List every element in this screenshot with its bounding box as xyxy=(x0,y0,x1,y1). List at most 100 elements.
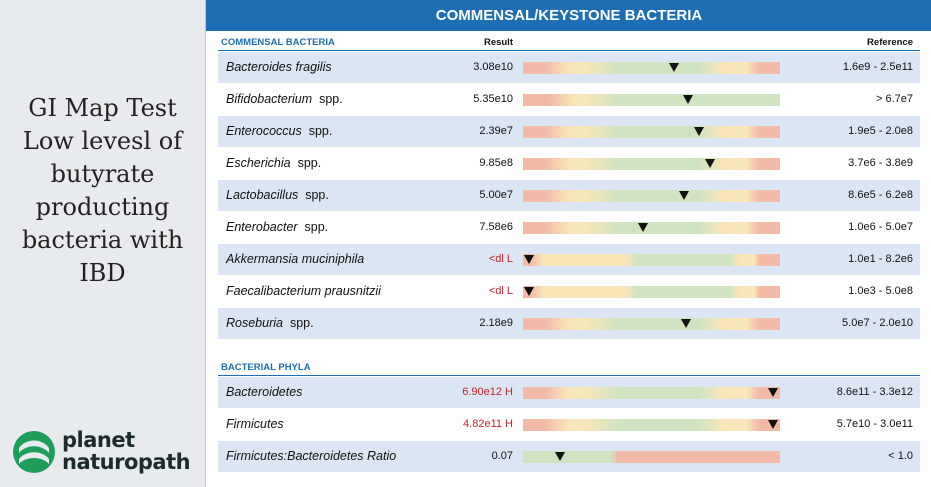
range-bar xyxy=(523,451,780,463)
organism-name: Firmicutes xyxy=(226,409,284,440)
reference-range: 1.6e9 - 2.5e11 xyxy=(842,61,913,73)
organism-name-italic: Akkermansia muciniphila xyxy=(226,252,365,266)
organism-name: Enterococcus spp. xyxy=(226,116,332,147)
result: 9.85e8 xyxy=(479,157,513,169)
title-line: GI Map Test xyxy=(28,94,177,122)
result: 3.08e10 xyxy=(473,61,513,73)
marker xyxy=(679,191,689,200)
marker xyxy=(524,287,534,296)
reference-range: 3.7e6 - 3.8e9 xyxy=(848,157,913,169)
range-bar xyxy=(523,318,780,330)
organism-name-italic: Roseburia xyxy=(226,316,283,330)
marker xyxy=(705,159,715,168)
divider xyxy=(218,375,920,376)
result: 2.39e7 xyxy=(479,125,513,137)
reference-range: 1.0e1 - 8.2e6 xyxy=(848,253,913,265)
range-bar xyxy=(523,158,780,170)
marker xyxy=(768,420,778,429)
section-heading: COMMENSAL BACTERIA xyxy=(221,37,335,48)
organism-suffix: spp. xyxy=(319,92,343,106)
organism-name-italic: Enterococcus xyxy=(226,124,302,138)
organism-name-italic: Faecalibacterium prausnitzii xyxy=(226,284,381,298)
logo-icon xyxy=(13,431,55,473)
logo: planet naturopath xyxy=(12,428,202,478)
reference-range: < 1.0 xyxy=(888,450,913,462)
result: 5.35e10 xyxy=(473,93,513,105)
reference-range: 5.0e7 - 2.0e10 xyxy=(842,317,913,329)
result: <dl L xyxy=(488,253,513,265)
marker xyxy=(669,63,679,72)
result: 5.00e7 xyxy=(479,189,513,201)
reference-range: 8.6e11 - 3.3e12 xyxy=(836,386,913,398)
title-line: Low levesl of xyxy=(22,127,183,155)
result: 6.90e12 H xyxy=(462,386,513,398)
organism-name: Roseburia spp. xyxy=(226,308,314,339)
organism-name: Bifidobacterium spp. xyxy=(226,84,343,115)
range-bar xyxy=(523,190,780,202)
range-bar xyxy=(523,222,780,234)
column-heading: Result xyxy=(483,37,513,48)
organism-name-italic: Escherichia xyxy=(226,156,291,170)
divider xyxy=(218,50,920,51)
organism-suffix: spp. xyxy=(304,220,329,234)
organism-name-italic: Bifidobacterium xyxy=(226,92,313,106)
organism-name: Faecalibacterium prausnitzii xyxy=(226,276,381,307)
marker xyxy=(681,319,691,328)
sidebar: GI Map Test Low levesl of butyrate producti… xyxy=(0,0,205,487)
logo-text: planet naturopath xyxy=(62,428,191,474)
column-heading: Reference xyxy=(867,37,913,48)
marker xyxy=(638,223,648,232)
title-line: producting xyxy=(35,193,170,221)
marker xyxy=(768,388,778,397)
range-bar xyxy=(523,94,780,106)
reference-range: 5.7e10 - 3.0e11 xyxy=(836,418,913,430)
organism-name: Escherichia spp. xyxy=(226,148,321,179)
organism-name: Akkermansia muciniphila xyxy=(226,244,364,275)
organism-name-italic: Bacteroides fragilis xyxy=(226,60,332,74)
title-line: bacteria with xyxy=(21,226,184,254)
range-bar xyxy=(523,419,780,431)
report-title: COMMENSAL/KEYSTONE BACTERIA xyxy=(206,0,931,31)
marker xyxy=(524,255,534,264)
marker xyxy=(555,452,565,461)
marker xyxy=(694,127,704,136)
organism-name: Enterobacter spp. xyxy=(226,212,328,243)
reference-range: 1.0e6 - 5.0e7 xyxy=(848,221,913,233)
range-bar xyxy=(523,254,780,266)
range-bar xyxy=(523,126,780,138)
result: 2.18e9 xyxy=(479,317,513,329)
title-line: butyrate xyxy=(50,160,155,188)
organism-name-italic: Enterobacter xyxy=(226,220,298,234)
result: 0.07 xyxy=(491,450,513,462)
range-bar xyxy=(523,387,780,399)
section-heading: BACTERIAL PHYLA xyxy=(221,362,311,373)
report-panel: COMMENSAL/KEYSTONE BACTERIA COMMENSAL BA… xyxy=(205,0,931,487)
result: 7.58e6 xyxy=(479,221,513,233)
organism-name: Lactobacillus spp. xyxy=(226,180,329,211)
title-line: IBD xyxy=(79,259,126,287)
organism-suffix: spp. xyxy=(308,124,333,138)
organism-name: Bacteroidetes xyxy=(226,377,302,408)
organism-name-italic: Firmicutes:Bacteroidetes Ratio xyxy=(226,449,397,463)
result: <dl L xyxy=(488,285,513,297)
organism-name-italic: Firmicutes xyxy=(226,417,284,431)
reference-range: 8.6e5 - 6.2e8 xyxy=(848,189,913,201)
organism-name: Firmicutes:Bacteroidetes Ratio xyxy=(226,441,396,472)
organism-suffix: spp. xyxy=(297,156,322,170)
reference-range: > 6.7e7 xyxy=(875,93,913,105)
organism-suffix: spp. xyxy=(289,316,314,330)
logo-line: naturopath xyxy=(62,450,191,474)
range-bar xyxy=(523,62,780,74)
organism-name: Bacteroides fragilis xyxy=(226,52,332,83)
organism-name-italic: Bacteroidetes xyxy=(226,385,303,399)
range-bar xyxy=(523,286,780,298)
marker xyxy=(683,95,693,104)
logo-line: planet xyxy=(62,428,135,452)
reference-range: 1.9e5 - 2.0e8 xyxy=(848,125,913,137)
reference-range: 1.0e3 - 5.0e8 xyxy=(848,285,913,297)
organism-name-italic: Lactobacillus xyxy=(226,188,299,202)
result: 4.82e11 H xyxy=(463,418,513,430)
sidebar-title: GI Map Test Low levesl of butyrate producti… xyxy=(0,92,205,290)
organism-suffix: spp. xyxy=(305,188,329,202)
